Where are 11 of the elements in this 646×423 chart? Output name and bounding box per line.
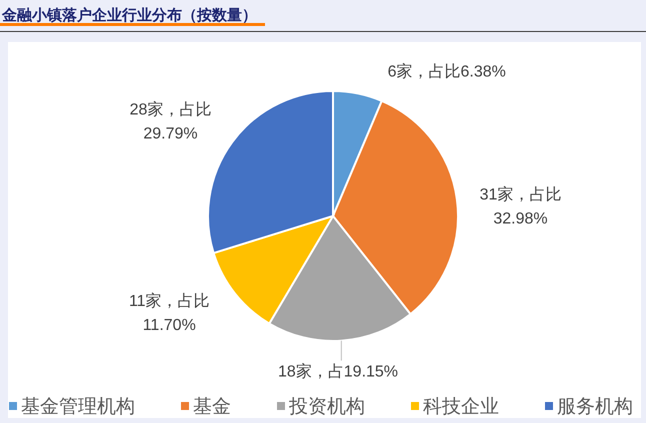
legend-label: 基金 (193, 396, 231, 418)
chart-title: 金融小镇落户企业行业分布（按数量） (1, 6, 257, 24)
data-label: 11家，占比 11.70% (128, 292, 210, 334)
data-label: 31家，占比 32.98% (480, 186, 562, 228)
legend-label: 基金管理机构 (21, 396, 135, 418)
data-label: 18家，占19.15% (278, 362, 398, 381)
data-label: 6家，占比6.38% (388, 62, 506, 81)
legend-label: 服务机构 (557, 396, 633, 418)
legend-label: 科技企业 (423, 396, 499, 418)
data-label: 28家，占比 29.79% (130, 100, 212, 143)
legend-label: 投资机构 (288, 396, 365, 418)
